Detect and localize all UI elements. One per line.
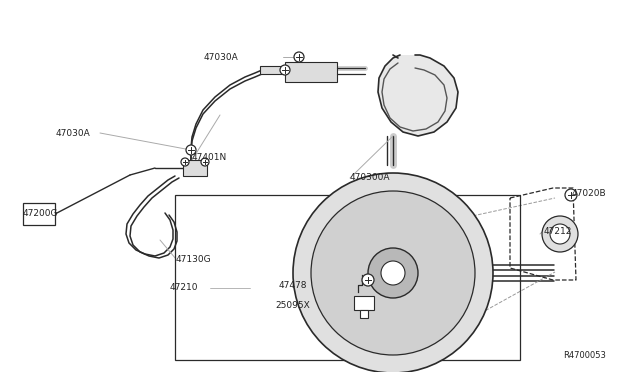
Polygon shape [378, 55, 458, 136]
Bar [175, 195, 520, 360]
Text: 47212: 47212 [544, 228, 572, 237]
Circle shape [368, 248, 418, 298]
Circle shape [181, 158, 189, 166]
Bar [183, 160, 207, 176]
Circle shape [381, 261, 405, 285]
Text: 470300A: 470300A [350, 173, 390, 183]
Circle shape [293, 173, 493, 372]
Text: 47030A: 47030A [55, 128, 90, 138]
Bar [285, 62, 337, 82]
Circle shape [542, 216, 578, 252]
Text: 47030A: 47030A [204, 52, 238, 61]
Circle shape [186, 145, 196, 155]
Bar [23, 203, 55, 225]
Text: 47401N: 47401N [192, 154, 227, 163]
Circle shape [565, 189, 577, 201]
Circle shape [280, 65, 290, 75]
Text: 25095X: 25095X [275, 301, 310, 310]
Text: 47130G: 47130G [176, 254, 212, 263]
Bar [360, 310, 368, 318]
Circle shape [311, 191, 475, 355]
Text: 47210: 47210 [170, 283, 198, 292]
Circle shape [294, 52, 304, 62]
Text: R4700053: R4700053 [563, 350, 606, 359]
Circle shape [201, 158, 209, 166]
Text: 47478: 47478 [278, 280, 307, 289]
Circle shape [550, 224, 570, 244]
Bar [260, 66, 286, 74]
Text: 47020B: 47020B [572, 189, 607, 198]
Bar [354, 296, 374, 310]
Circle shape [362, 274, 374, 286]
Text: 47200G: 47200G [23, 208, 58, 218]
